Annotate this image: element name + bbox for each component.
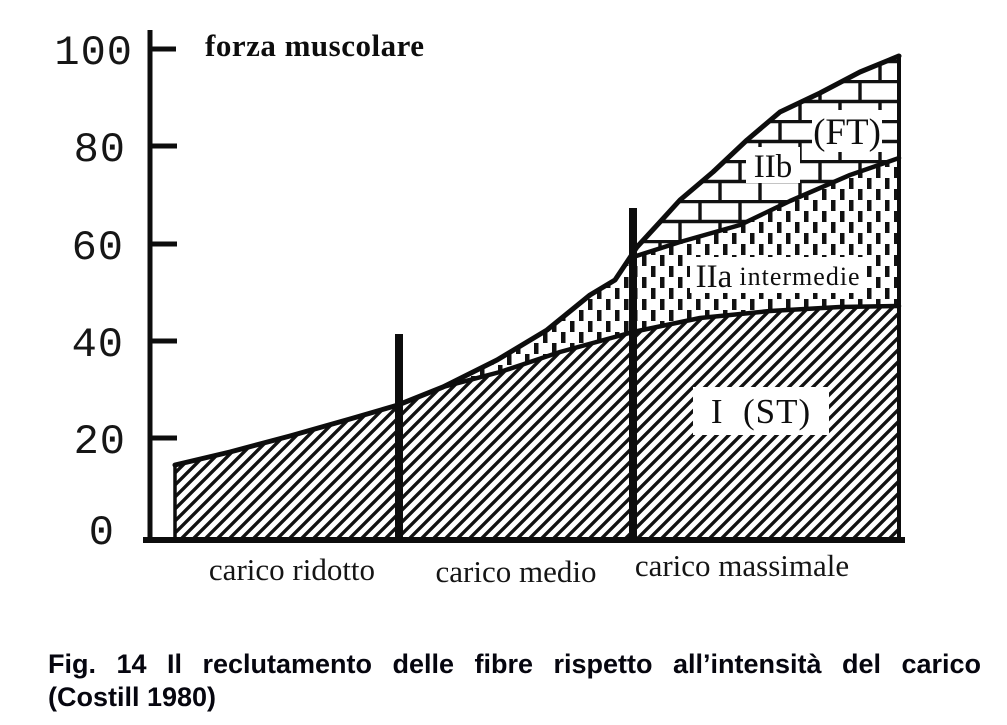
region-label-i-st: I (ST) bbox=[711, 392, 811, 431]
y-tick-0: 0 bbox=[89, 509, 115, 557]
total-force-curve bbox=[172, 53, 902, 468]
y-tick-80: 80 bbox=[74, 126, 126, 174]
divider-bar-1 bbox=[395, 334, 403, 540]
label-box-ft bbox=[812, 110, 882, 152]
divider-bar-2 bbox=[629, 208, 637, 540]
boundary-iia-iib bbox=[627, 155, 902, 261]
region-label-iib: IIb bbox=[754, 149, 792, 185]
label-box-ist bbox=[693, 387, 829, 435]
y-tick-60: 60 bbox=[72, 224, 124, 272]
x-label-carico-massimale: carico massimale bbox=[635, 548, 849, 583]
y-tick-100: 100 bbox=[54, 29, 133, 77]
y-axis-ticks bbox=[150, 46, 177, 441]
x-label-carico-ridotto: carico ridotto bbox=[209, 552, 375, 587]
caption-line-1: Fig. 14 Il reclutamento delle fibre risp… bbox=[48, 649, 981, 679]
region-label-iia: IIa bbox=[696, 259, 733, 295]
y-tick-20: 20 bbox=[74, 418, 126, 466]
region-label-ft: (FT) bbox=[813, 112, 881, 153]
x-label-carico-medio: carico medio bbox=[436, 554, 597, 589]
caption-line-2: (Costill 1980) bbox=[48, 682, 217, 712]
region-label-intermedie: intermedie bbox=[739, 262, 860, 291]
region-fill-iia bbox=[443, 158, 899, 387]
boundary-i-iia bbox=[440, 303, 902, 390]
label-box-iia bbox=[690, 257, 866, 293]
label-box-iib bbox=[746, 147, 800, 183]
fiber-recruitment-chart: 100 80 60 40 20 0 forza muscolare (FT) I… bbox=[54, 28, 905, 589]
region-fill-i-st bbox=[175, 306, 899, 540]
figure-caption: Fig. 14 Il reclutamento delle fibre risp… bbox=[48, 648, 981, 714]
y-axis-title: forza muscolare bbox=[205, 28, 425, 63]
y-tick-40: 40 bbox=[72, 321, 124, 369]
